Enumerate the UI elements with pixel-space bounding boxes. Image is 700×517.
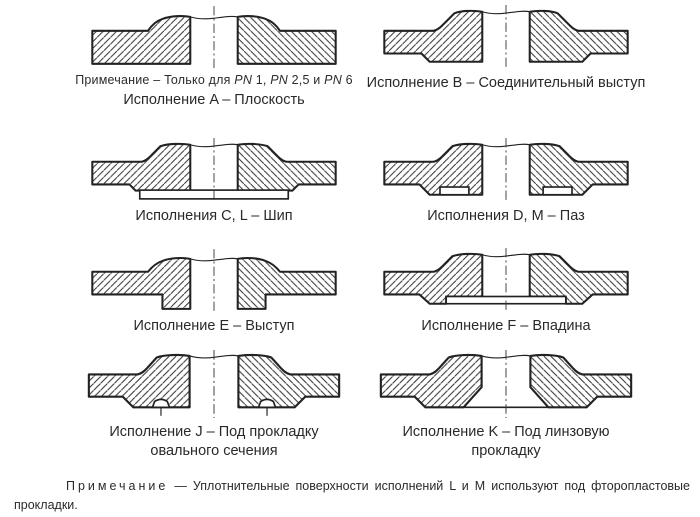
figure-a-caption: Исполнение A – Плоскость — [123, 92, 305, 108]
figure-f: Исполнение F – Впадина — [360, 247, 652, 336]
figure-a-note: Примечание – Только для PN 1, PN 2,5 и P… — [75, 73, 353, 87]
figure-row-4: Исполнение J – Под прокладку овального с… — [68, 349, 652, 461]
figure-dm-caption: Исполнения D, M – Паз — [427, 208, 585, 224]
figure-row-3: Исполнение E – Выступ Исполнение F – Впа… — [68, 247, 652, 336]
figure-b: Исполнение B – Соединительный выступ — [360, 4, 652, 110]
figure-dm: Исполнения D, M – Паз — [360, 137, 652, 226]
page-footnote: Примечание — Уплотнительные поверхности … — [14, 477, 690, 516]
footnote-label: Примечание — [66, 479, 169, 493]
flange-section-cl-tongue-diagram — [91, 138, 337, 202]
figure-f-caption: Исполнение F – Впадина — [421, 318, 591, 334]
flange-section-dm-groove-diagram — [383, 138, 629, 202]
flange-section-f-recess-diagram — [383, 248, 629, 312]
flange-section-j-oval-gasket-diagram — [87, 350, 341, 418]
flange-section-b-raised-face-diagram — [383, 5, 629, 69]
flange-section-a-flat-face-diagram — [91, 6, 337, 69]
footnote-text: — Уплотнительные поверхности исполнений … — [14, 479, 690, 513]
figure-e-caption: Исполнение E – Выступ — [133, 318, 295, 334]
figure-cl-caption: Исполнения C, L – Шип — [135, 208, 293, 224]
figure-j-caption: Исполнение J – Под прокладку овального с… — [109, 424, 319, 459]
figure-cl: Исполнения C, L – Шип — [68, 137, 360, 226]
figure-b-caption: Исполнение B – Соединительный выступ — [366, 75, 646, 91]
figure-j: Исполнение J – Под прокладку овального с… — [68, 349, 360, 461]
figure-e: Исполнение E – Выступ — [68, 247, 360, 336]
flange-section-e-spigot-diagram — [91, 249, 337, 312]
figure-a: Примечание – Только для PN 1, PN 2,5 и P… — [68, 4, 360, 110]
figure-k-caption: Исполнение K – Под линзовую прокладку — [402, 424, 610, 459]
figure-row-2: Исполнения C, L – Шип Исполнения D, M – … — [68, 137, 652, 226]
figure-row-1: Примечание – Только для PN 1, PN 2,5 и P… — [68, 4, 652, 110]
figure-k: Исполнение K – Под линзовую прокладку — [360, 349, 652, 461]
flange-section-k-lens-gasket-diagram — [379, 350, 633, 418]
